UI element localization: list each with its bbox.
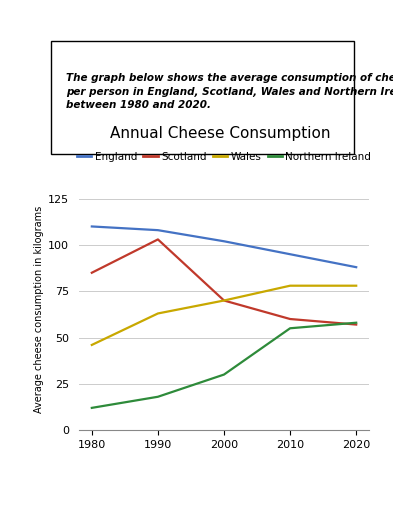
- England: [354, 264, 358, 270]
- Scotland: [156, 237, 160, 243]
- England: [222, 238, 226, 244]
- Northern Ireland: [222, 372, 226, 378]
- Scotland: [222, 297, 226, 304]
- England: [288, 251, 292, 258]
- England: [156, 227, 160, 233]
- England: [90, 223, 94, 229]
- Legend: England, Scotland, Wales, Northern Ireland: England, Scotland, Wales, Northern Irela…: [73, 148, 375, 166]
- Wales: [288, 283, 292, 289]
- Northern Ireland: [288, 325, 292, 331]
- Northern Ireland: [354, 319, 358, 326]
- Line: Wales: Wales: [92, 286, 356, 345]
- Line: Northern Ireland: Northern Ireland: [92, 323, 356, 408]
- Scotland: [90, 270, 94, 276]
- FancyBboxPatch shape: [51, 41, 354, 154]
- Wales: [156, 310, 160, 316]
- Text: The graph below shows the average consumption of cheese
per person in England, S: The graph below shows the average consum…: [66, 73, 393, 110]
- Northern Ireland: [156, 394, 160, 400]
- Y-axis label: Average cheese consumption in kilograms: Average cheese consumption in kilograms: [33, 206, 44, 413]
- Line: England: England: [92, 226, 356, 267]
- Scotland: [354, 322, 358, 328]
- Scotland: [288, 316, 292, 322]
- Line: Scotland: Scotland: [92, 240, 356, 325]
- Text: Annual Cheese Consumption: Annual Cheese Consumption: [110, 126, 331, 141]
- Northern Ireland: [90, 405, 94, 411]
- Wales: [222, 297, 226, 304]
- Wales: [90, 342, 94, 348]
- Wales: [354, 283, 358, 289]
